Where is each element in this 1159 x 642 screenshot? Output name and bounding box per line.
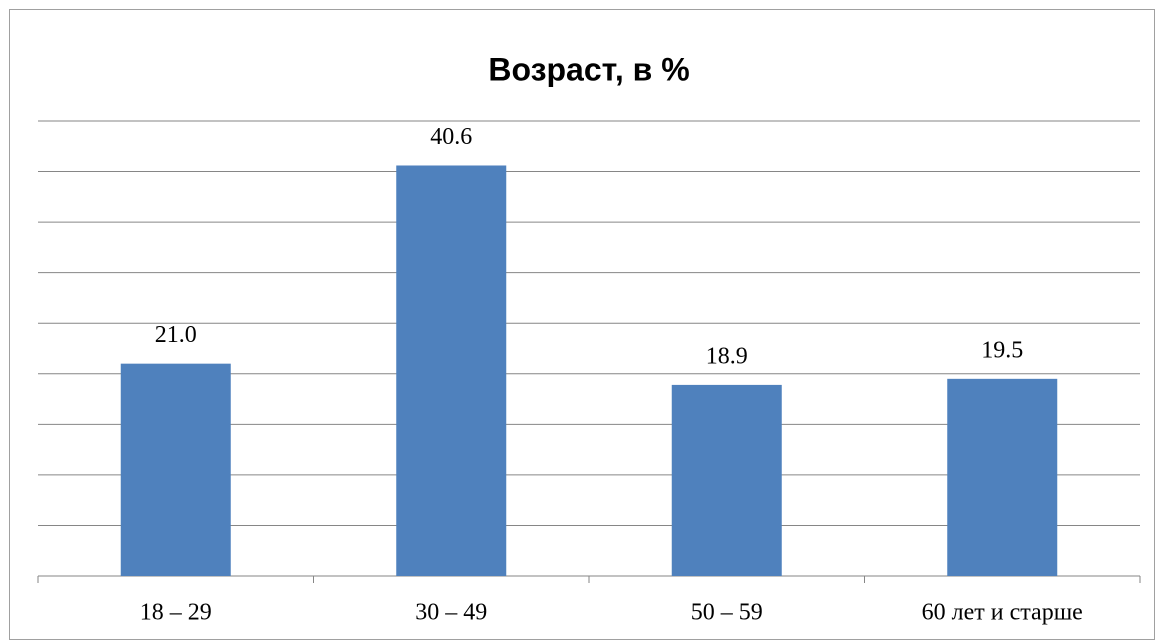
bar xyxy=(396,165,507,576)
x-tick-label: 18 – 29 xyxy=(140,600,212,626)
bar xyxy=(947,378,1058,576)
chart-title: Возраст, в % xyxy=(488,51,689,87)
x-tick-label: 60 лет и старше xyxy=(922,600,1083,626)
data-label: 19.5 xyxy=(981,337,1023,363)
x-tick-label: 30 – 49 xyxy=(415,600,487,626)
data-label: 40.6 xyxy=(430,124,472,150)
bar xyxy=(671,384,782,576)
data-label: 21.0 xyxy=(155,322,197,348)
bar xyxy=(120,363,231,576)
data-label: 18.9 xyxy=(706,343,748,369)
x-tick-label: 50 – 59 xyxy=(691,600,763,626)
